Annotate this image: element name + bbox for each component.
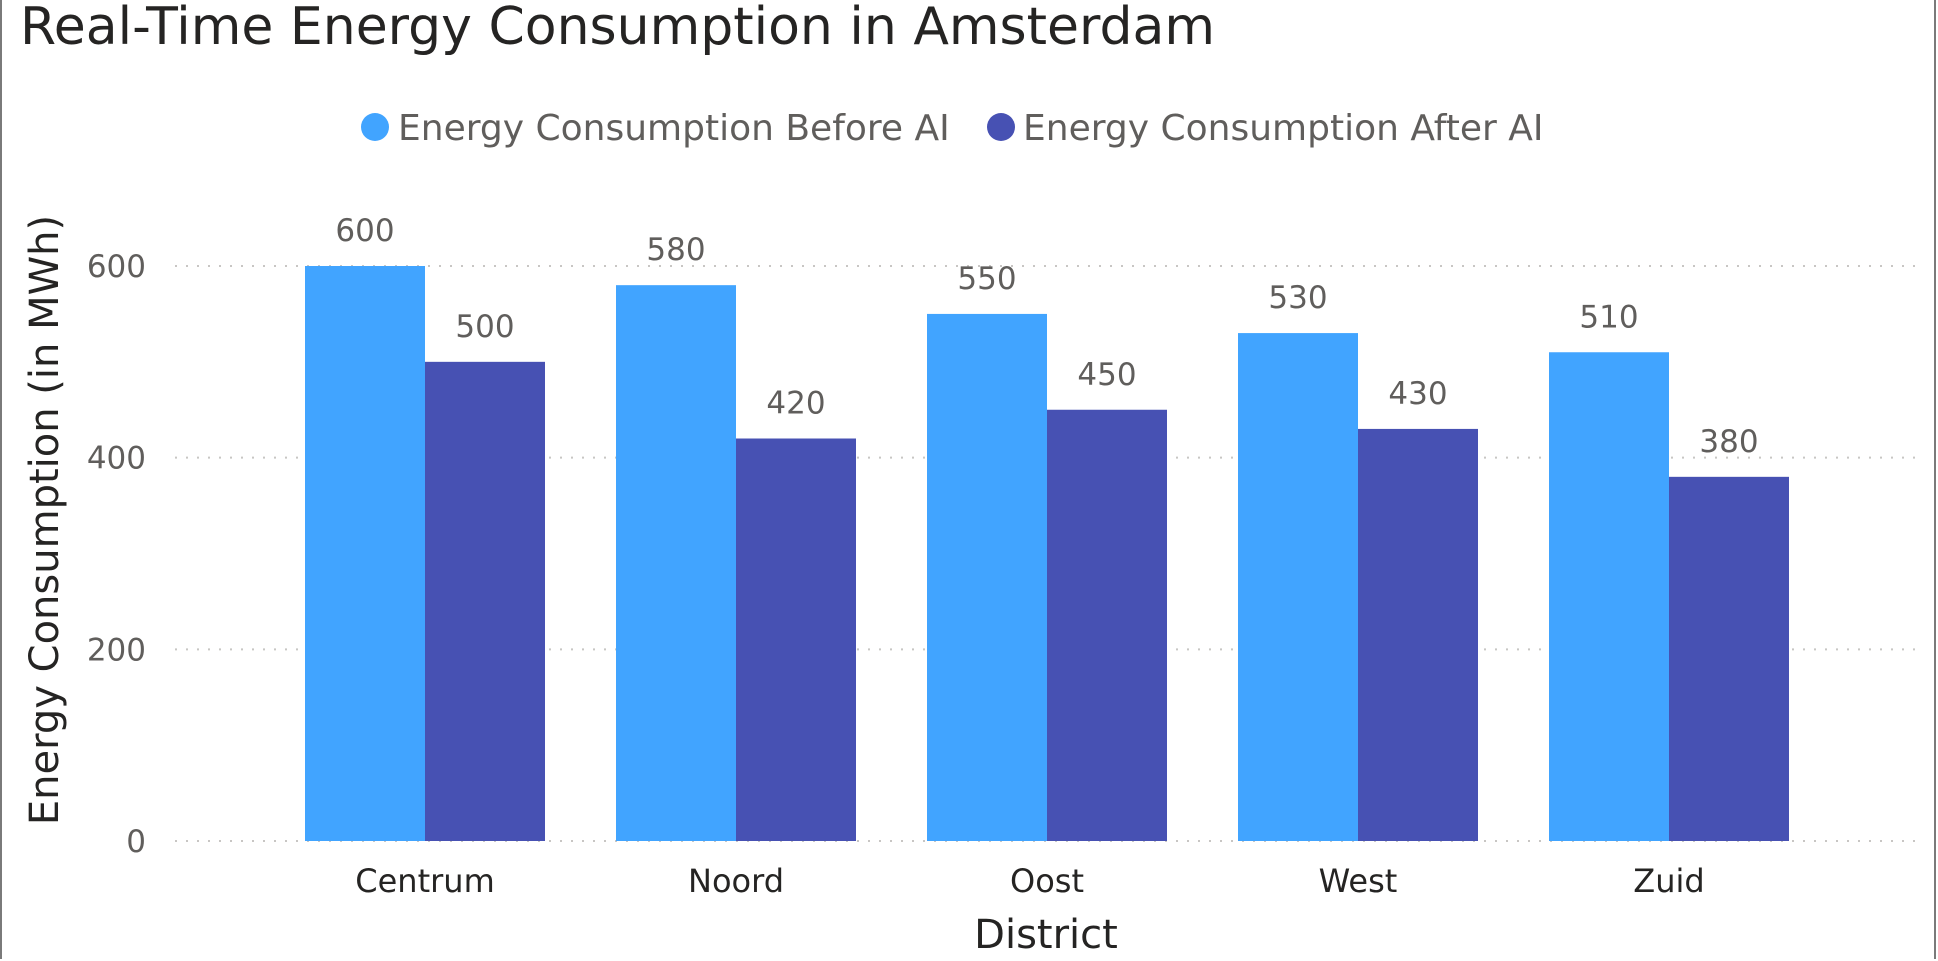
- bar-before-noord: [616, 285, 736, 842]
- x-category-label: Noord: [688, 862, 784, 900]
- y-axis-ticks: 0 200 400 600: [87, 249, 146, 860]
- legend-marker: [361, 113, 389, 141]
- legend-label: Energy Consumption After AI: [1023, 108, 1544, 149]
- y-tick-label: 0: [126, 824, 146, 860]
- legend-marker: [987, 113, 1015, 141]
- data-label: 420: [766, 386, 825, 422]
- x-axis-categories: Centrum Noord Oost West Zuid: [355, 862, 1704, 900]
- bar-before-zuid: [1549, 352, 1669, 841]
- data-label: 510: [1579, 299, 1638, 335]
- x-category-label: West: [1319, 862, 1398, 900]
- data-label: 430: [1388, 376, 1447, 412]
- bar-after-zuid: [1669, 476, 1789, 841]
- legend-label: Energy Consumption Before AI: [398, 108, 950, 149]
- x-category-label: Oost: [1010, 862, 1084, 900]
- bar-after-west: [1358, 428, 1478, 841]
- data-label: 530: [1268, 280, 1327, 316]
- data-label: 580: [646, 232, 705, 268]
- x-category-label: Zuid: [1633, 862, 1704, 900]
- data-label: 500: [455, 309, 514, 345]
- data-label: 450: [1077, 357, 1136, 393]
- data-label: 380: [1699, 424, 1758, 460]
- bars: [305, 266, 1789, 842]
- bar-after-centrum: [425, 361, 545, 841]
- y-tick-label: 600: [87, 249, 146, 285]
- bar-after-oost: [1047, 409, 1167, 841]
- bar-after-noord: [736, 438, 856, 841]
- y-tick-label: 200: [87, 632, 146, 668]
- y-tick-label: 400: [87, 441, 146, 477]
- bar-before-centrum: [305, 266, 425, 841]
- x-category-label: Centrum: [355, 862, 494, 900]
- legend: Energy Consumption Before AI Energy Consu…: [361, 108, 1544, 149]
- y-axis-title: Energy Consumption (in MWh): [22, 215, 68, 825]
- data-labels: 600 500 580 420 550 450 530 430 510 380: [335, 213, 1758, 460]
- bar-before-west: [1238, 333, 1358, 841]
- chart-title: Real-Time Energy Consumption in Amsterda…: [20, 0, 1215, 57]
- data-label: 550: [957, 261, 1016, 297]
- bar-before-oost: [927, 313, 1047, 842]
- x-axis-title: District: [974, 912, 1118, 958]
- data-label: 600: [335, 213, 394, 249]
